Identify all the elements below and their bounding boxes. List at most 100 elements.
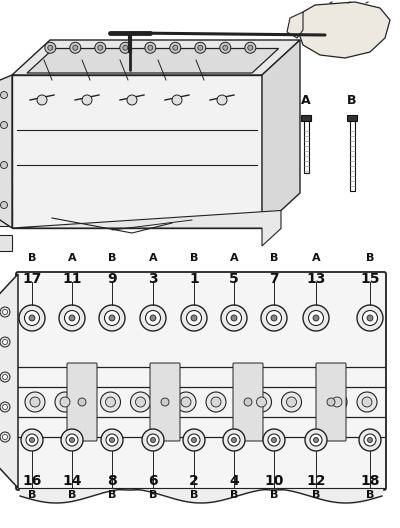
Circle shape [357, 392, 377, 412]
Circle shape [232, 438, 236, 442]
Circle shape [106, 397, 116, 407]
Polygon shape [0, 135, 12, 151]
Circle shape [231, 315, 237, 321]
Circle shape [73, 45, 78, 50]
Text: B: B [108, 490, 116, 500]
Circle shape [271, 315, 277, 321]
Text: A: A [230, 253, 238, 263]
Circle shape [191, 315, 197, 321]
Text: B: B [230, 490, 238, 500]
Circle shape [176, 392, 196, 412]
Circle shape [286, 397, 296, 407]
Text: 7: 7 [269, 272, 279, 286]
Circle shape [0, 162, 8, 168]
Polygon shape [0, 274, 18, 488]
Text: B: B [108, 253, 116, 263]
Circle shape [2, 374, 8, 380]
Polygon shape [12, 40, 300, 75]
Circle shape [24, 310, 40, 325]
Circle shape [145, 42, 156, 53]
Text: B: B [149, 490, 157, 500]
Circle shape [245, 42, 256, 53]
Circle shape [161, 398, 169, 406]
Circle shape [60, 397, 70, 407]
Circle shape [146, 310, 160, 325]
Circle shape [206, 392, 226, 412]
Text: 13: 13 [306, 272, 326, 286]
Text: B: B [190, 253, 198, 263]
FancyBboxPatch shape [16, 272, 386, 490]
Circle shape [2, 435, 8, 439]
Circle shape [223, 429, 245, 451]
Text: 10: 10 [264, 474, 284, 488]
Circle shape [367, 315, 373, 321]
Circle shape [150, 315, 156, 321]
Circle shape [0, 202, 8, 209]
Circle shape [37, 95, 47, 105]
Circle shape [148, 45, 153, 50]
Circle shape [186, 310, 202, 325]
Circle shape [173, 45, 178, 50]
Circle shape [198, 45, 203, 50]
Circle shape [98, 45, 103, 50]
Circle shape [0, 91, 8, 99]
Text: B: B [347, 94, 357, 107]
Polygon shape [27, 49, 279, 73]
Circle shape [140, 305, 166, 331]
Text: 12: 12 [306, 474, 326, 488]
Circle shape [359, 429, 381, 451]
Circle shape [282, 392, 302, 412]
Polygon shape [0, 75, 12, 228]
Circle shape [314, 438, 318, 442]
FancyBboxPatch shape [233, 363, 263, 441]
Text: A: A [68, 253, 76, 263]
Text: B: B [190, 490, 198, 500]
Circle shape [106, 434, 118, 446]
Circle shape [109, 315, 115, 321]
Text: 5: 5 [229, 272, 239, 286]
Circle shape [59, 305, 85, 331]
Text: 9: 9 [107, 272, 117, 286]
Circle shape [19, 305, 45, 331]
Bar [304, 121, 308, 173]
Circle shape [30, 397, 40, 407]
Text: 8: 8 [107, 474, 117, 488]
Polygon shape [0, 185, 12, 201]
Circle shape [64, 310, 80, 325]
Circle shape [136, 397, 146, 407]
Circle shape [195, 42, 206, 53]
Text: 14: 14 [62, 474, 82, 488]
Circle shape [48, 45, 53, 50]
Circle shape [29, 315, 35, 321]
Polygon shape [0, 210, 12, 226]
Circle shape [192, 438, 196, 442]
Circle shape [21, 429, 43, 451]
Text: 2: 2 [189, 474, 199, 488]
Text: A: A [149, 253, 157, 263]
Circle shape [70, 438, 74, 442]
Circle shape [45, 42, 56, 53]
Circle shape [183, 429, 205, 451]
Text: A: A [312, 253, 320, 263]
Circle shape [266, 310, 282, 325]
Circle shape [70, 42, 81, 53]
Circle shape [217, 95, 227, 105]
Circle shape [0, 307, 10, 317]
Text: 15: 15 [360, 272, 380, 286]
Circle shape [0, 402, 10, 412]
Circle shape [110, 438, 114, 442]
Circle shape [268, 434, 280, 446]
Text: 3: 3 [148, 272, 158, 286]
Bar [350, 121, 354, 191]
Circle shape [95, 42, 106, 53]
Circle shape [0, 337, 10, 347]
Polygon shape [0, 160, 12, 176]
Circle shape [104, 310, 120, 325]
Circle shape [0, 121, 8, 128]
Circle shape [99, 305, 125, 331]
Text: 4: 4 [229, 474, 239, 488]
Circle shape [142, 429, 164, 451]
FancyBboxPatch shape [67, 363, 97, 441]
Circle shape [0, 432, 10, 442]
Circle shape [147, 434, 159, 446]
